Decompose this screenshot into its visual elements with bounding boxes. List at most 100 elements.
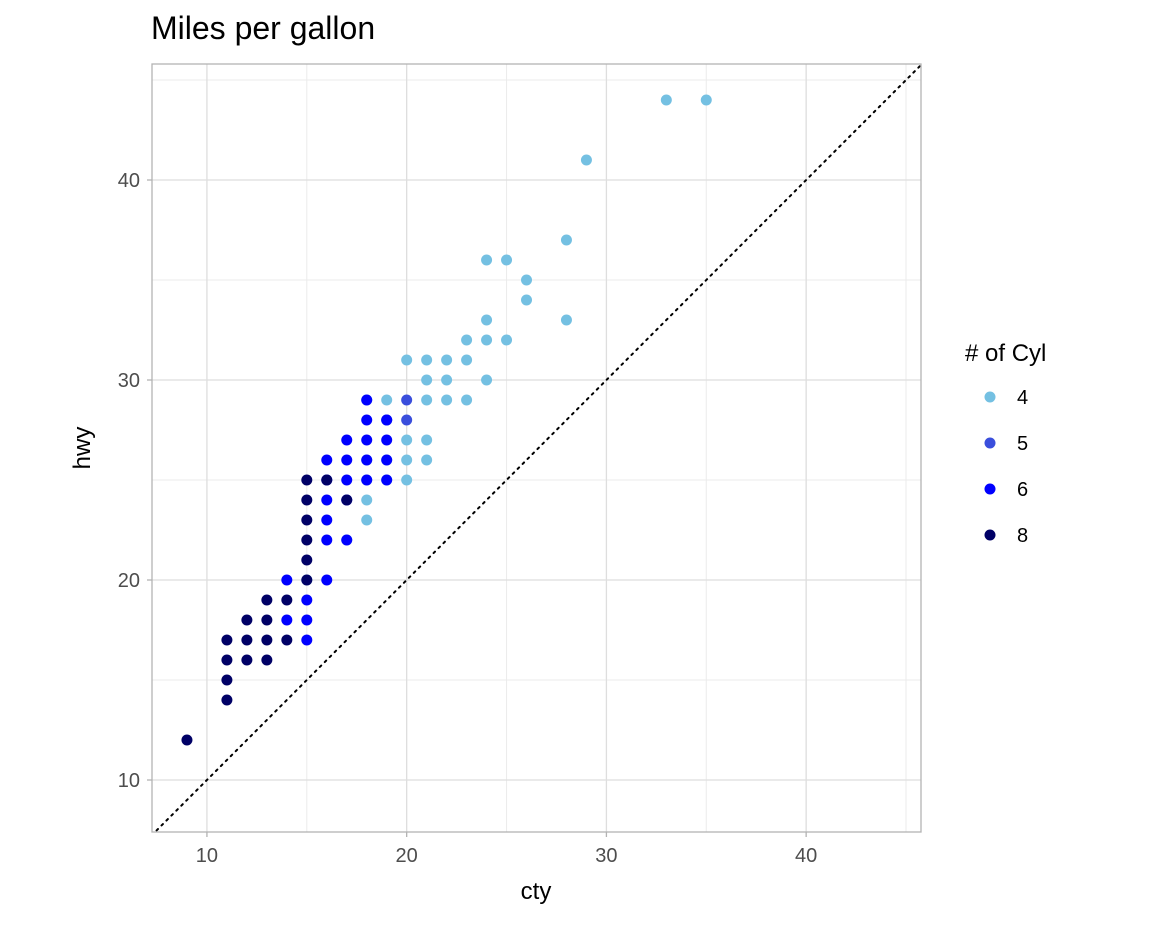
y-axis-title: hwy (69, 427, 96, 470)
data-point (441, 394, 453, 406)
y-tick-label: 40 (118, 170, 140, 192)
data-point (321, 574, 333, 586)
data-point (421, 374, 433, 386)
data-point (301, 594, 313, 606)
data-point (461, 334, 473, 346)
y-tick-label: 30 (118, 370, 140, 392)
data-point (361, 494, 373, 506)
series-5 (381, 394, 413, 426)
data-point (560, 234, 572, 246)
legend-key-5 (984, 437, 996, 449)
data-point (381, 454, 393, 466)
data-point (221, 654, 233, 666)
data-point (341, 534, 353, 546)
data-point (261, 594, 273, 606)
data-point (401, 394, 413, 406)
data-point (381, 434, 393, 446)
data-point (281, 594, 293, 606)
data-point (421, 454, 433, 466)
data-point (361, 434, 373, 446)
legend-label-8: 8 (1017, 525, 1028, 547)
data-point (221, 674, 233, 686)
data-point (481, 334, 493, 346)
data-point (361, 454, 373, 466)
data-point (261, 654, 273, 666)
legend-key-4 (984, 391, 996, 403)
data-point (501, 254, 513, 266)
data-point (401, 354, 413, 366)
chart-title: Miles per gallon (151, 10, 375, 46)
data-point (301, 494, 313, 506)
data-point (521, 294, 533, 306)
data-point (321, 494, 333, 506)
data-point (441, 354, 453, 366)
data-point (421, 434, 433, 446)
data-point (501, 334, 513, 346)
panel-border (151, 63, 922, 833)
data-point (441, 374, 453, 386)
data-point (321, 454, 333, 466)
legend-title: # of Cyl (965, 340, 1046, 367)
x-axis-title: cty (521, 878, 552, 905)
data-point (421, 394, 433, 406)
data-point (281, 574, 293, 586)
data-point (261, 614, 273, 626)
legend-label-5: 5 (1017, 433, 1028, 455)
data-point (241, 614, 253, 626)
data-point (381, 474, 393, 486)
data-point (421, 354, 433, 366)
data-point (401, 474, 413, 486)
data-point (341, 454, 353, 466)
identity-reference-line (153, 64, 921, 832)
data-point (700, 94, 712, 106)
legend-label-6: 6 (1017, 479, 1028, 501)
data-point (361, 514, 373, 526)
data-point (301, 574, 313, 586)
data-point (560, 314, 572, 326)
data-point (301, 474, 313, 486)
data-point (381, 414, 393, 426)
y-tick-label: 20 (118, 570, 140, 592)
series-6 (281, 394, 393, 646)
data-point (660, 94, 672, 106)
x-tick-label: 20 (396, 845, 418, 867)
data-point (341, 494, 353, 506)
data-point (301, 614, 313, 626)
data-point (261, 634, 273, 646)
data-point (461, 394, 473, 406)
data-point (321, 534, 333, 546)
legend-key-6 (984, 483, 996, 495)
data-point (241, 634, 253, 646)
data-point (221, 694, 233, 706)
data-point (301, 534, 313, 546)
data-point (341, 474, 353, 486)
data-point (401, 414, 413, 426)
x-tick-label: 30 (595, 845, 617, 867)
data-point (461, 354, 473, 366)
data-point (521, 274, 533, 286)
y-axis: 10 20 30 40 (118, 170, 152, 792)
data-point (401, 434, 413, 446)
plot-panel (151, 63, 922, 833)
x-axis: 10 20 30 40 (196, 832, 817, 867)
data-point (341, 434, 353, 446)
data-point (580, 154, 592, 166)
data-point (321, 514, 333, 526)
data-point (321, 474, 333, 486)
data-point (281, 614, 293, 626)
data-point (221, 634, 233, 646)
data-point (481, 314, 493, 326)
data-point (301, 634, 313, 646)
legend-label-4: 4 (1017, 387, 1028, 409)
data-point (481, 374, 493, 386)
data-point (301, 514, 313, 526)
series-8 (181, 474, 353, 746)
data-point (361, 394, 373, 406)
data-point (361, 474, 373, 486)
data-point (481, 254, 493, 266)
x-tick-label: 40 (795, 845, 817, 867)
data-point (181, 734, 193, 746)
data-point (281, 634, 293, 646)
